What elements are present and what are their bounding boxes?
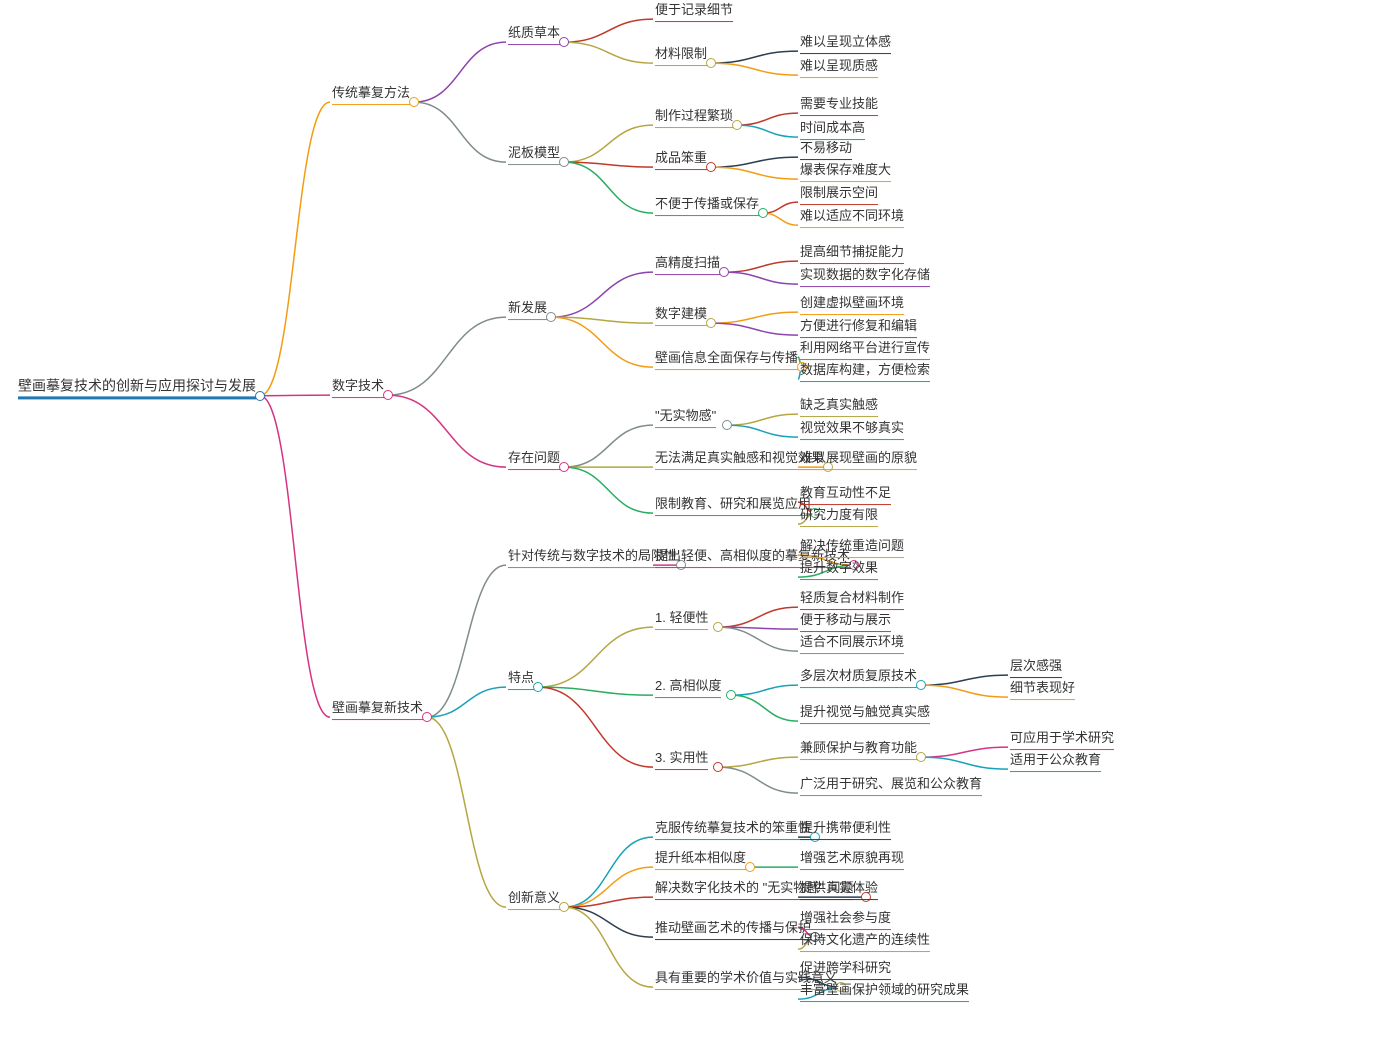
mindmap-node: 成品笨重: [655, 150, 707, 170]
mindmap-node: 适用于公众教育: [1010, 752, 1101, 772]
mindmap-node: 提升携带便利性: [800, 820, 891, 840]
node-dot: [559, 902, 569, 912]
mindmap-node: 推动壁画艺术的传播与保护: [655, 920, 811, 940]
node-dot: [559, 37, 569, 47]
mindmap-canvas: 壁画摹复技术的创新与应用探讨与发展传统摹复方法纸质草本便于记录细节材料限制难以呈…: [0, 0, 1377, 1048]
mindmap-node: 传统摹复方法: [332, 85, 410, 105]
mindmap-node: 便于记录细节: [655, 2, 733, 22]
mindmap-node: 视觉效果不够真实: [800, 420, 904, 440]
node-dot: [916, 680, 926, 690]
mindmap-node: 兼顾保护与教育功能: [800, 740, 917, 760]
mindmap-node: 不便于传播或保存: [655, 196, 759, 216]
node-dot: [533, 682, 543, 692]
mindmap-node: 细节表现好: [1010, 680, 1075, 700]
mindmap-node: 2. 高相似度: [655, 678, 721, 698]
mindmap-node: 提升纸本相似度: [655, 850, 746, 870]
node-dot: [916, 752, 926, 762]
mindmap-node: 丰富壁画保护领域的研究成果: [800, 982, 969, 1002]
mindmap-node: 不易移动: [800, 140, 852, 160]
mindmap-node: 限制展示空间: [800, 185, 878, 205]
mindmap-node: 泥板模型: [508, 145, 560, 165]
mindmap-node: 便于移动与展示: [800, 612, 891, 632]
mindmap-node: 数字建模: [655, 306, 707, 326]
mindmap-node: 研究力度有限: [800, 507, 878, 527]
node-dot: [713, 622, 723, 632]
node-dot: [719, 267, 729, 277]
node-dot: [383, 390, 393, 400]
node-dot: [546, 312, 556, 322]
mindmap-node: 难以展现壁画的原貌: [800, 450, 917, 470]
mindmap-node: 可应用于学术研究: [1010, 730, 1114, 750]
mindmap-node: 提升视觉与触觉真实感: [800, 704, 930, 724]
mindmap-node: 解决传统重造问题: [800, 538, 904, 558]
mindmap-node: 促进跨学科研究: [800, 960, 891, 980]
mindmap-node: 存在问题: [508, 450, 560, 470]
mindmap-node: 难以呈现立体感: [800, 34, 891, 54]
mindmap-node: 爆表保存难度大: [800, 162, 891, 182]
mindmap-node: 1. 轻便性: [655, 610, 708, 630]
mindmap-node: 方便进行修复和编辑: [800, 318, 917, 338]
mindmap-node: "无实物感": [655, 408, 716, 428]
node-dot: [722, 420, 732, 430]
node-dot: [706, 162, 716, 172]
mindmap-node: 制作过程繁琐: [655, 108, 733, 128]
node-dot: [758, 208, 768, 218]
node-dot: [713, 762, 723, 772]
node-dot: [409, 97, 419, 107]
mindmap-node: 利用网络平台进行宣传: [800, 340, 930, 360]
mindmap-node: 适合不同展示环境: [800, 634, 904, 654]
mindmap-node: 针对传统与数字技术的局限性: [508, 548, 677, 568]
mindmap-node: 实现数据的数字化存储: [800, 267, 930, 287]
mindmap-node: 增强艺术原貌再现: [800, 850, 904, 870]
mindmap-node: 层次感强: [1010, 658, 1062, 678]
mindmap-node: 轻质复合材料制作: [800, 590, 904, 610]
node-dot: [732, 120, 742, 130]
node-dot: [559, 157, 569, 167]
mindmap-node: 多层次材质复原技术: [800, 668, 917, 688]
mindmap-node: 壁画摹复新技术: [332, 700, 423, 720]
mindmap-node: 创建虚拟壁画环境: [800, 295, 904, 315]
mindmap-node: 壁画信息全面保存与传播: [655, 350, 798, 370]
mindmap-node: 无法满足真实触感和视觉效果: [655, 450, 824, 470]
mindmap-node: 数字技术: [332, 378, 384, 398]
mindmap-node: 难以呈现质感: [800, 58, 878, 78]
mindmap-node: 广泛用于研究、展览和公众教育: [800, 776, 982, 796]
node-dot: [726, 690, 736, 700]
mindmap-node: 材料限制: [655, 46, 707, 66]
mindmap-node: 教育互动性不足: [800, 485, 891, 505]
mindmap-node: 增强社会参与度: [800, 910, 891, 930]
mindmap-node: 高精度扫描: [655, 255, 720, 275]
mindmap-node: 特点: [508, 670, 534, 690]
mindmap-node: 时间成本高: [800, 120, 865, 140]
mindmap-node: 壁画摹复技术的创新与应用探讨与发展: [18, 376, 256, 399]
mindmap-node: 提升数字效果: [800, 560, 878, 580]
mindmap-node: 提高细节捕捉能力: [800, 244, 904, 264]
mindmap-node: 缺乏真实触感: [800, 397, 878, 417]
mindmap-node: 纸质草本: [508, 25, 560, 45]
mindmap-node: 3. 实用性: [655, 750, 708, 770]
mindmap-node: 新发展: [508, 300, 547, 320]
mindmap-node: 需要专业技能: [800, 96, 878, 116]
mindmap-node: 限制教育、研究和展览应用: [655, 496, 811, 516]
node-dot: [559, 462, 569, 472]
mindmap-node: 难以适应不同环境: [800, 208, 904, 228]
node-dot: [255, 391, 265, 401]
mindmap-node: 保持文化遗产的连续性: [800, 932, 930, 952]
mindmap-node: 克服传统摹复技术的笨重性: [655, 820, 811, 840]
node-dot: [745, 862, 755, 872]
node-dot: [422, 712, 432, 722]
mindmap-node: 创新意义: [508, 890, 560, 910]
mindmap-node: 数据库构建，方便检索: [800, 362, 930, 382]
node-dot: [706, 318, 716, 328]
node-dot: [706, 58, 716, 68]
mindmap-node: 提供真实体验: [800, 880, 878, 900]
